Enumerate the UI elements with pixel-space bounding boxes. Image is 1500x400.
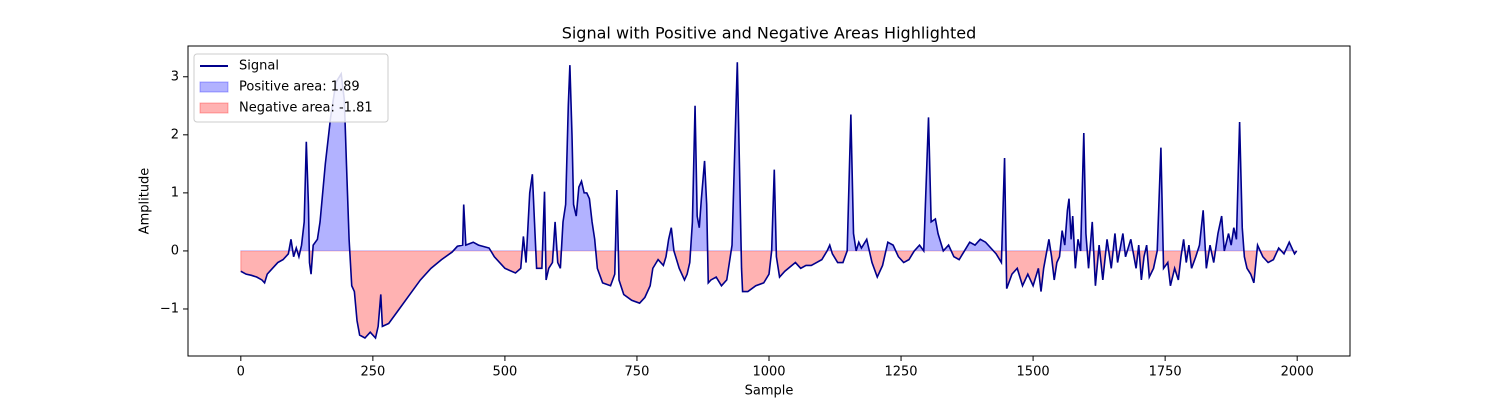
y-tick-label: −1 — [160, 301, 179, 316]
plot-frame — [187, 45, 1351, 357]
legend-box — [193, 53, 389, 123]
signal-line — [240, 62, 1298, 340]
legend-label: Negative area: -1.81 — [239, 101, 373, 116]
x-tick-label: 750 — [625, 365, 650, 380]
y-axis-label: Amplitude — [138, 168, 153, 235]
area-fill — [240, 250, 1298, 340]
x-tick-label: 1000 — [752, 365, 785, 380]
x-tick-label: 1500 — [1017, 365, 1050, 380]
x-tick-label: 1250 — [884, 365, 917, 380]
y-tick-label: 0 — [171, 243, 179, 258]
legend-patch — [199, 81, 229, 93]
y-tick-label: 2 — [171, 127, 179, 142]
x-tick-label: 500 — [492, 365, 517, 380]
legend-label: Signal — [239, 59, 279, 74]
legend-label: Positive area: 1.89 — [239, 80, 360, 95]
y-tick-label: 1 — [171, 185, 179, 200]
x-tick-label: 250 — [360, 365, 385, 380]
x-tick-label: 0 — [237, 365, 245, 380]
x-tick-label: 1750 — [1149, 365, 1182, 380]
chart-title: Signal with Positive and Negative Areas … — [562, 24, 977, 43]
y-tick-label: 3 — [171, 69, 179, 84]
area-fill — [240, 62, 1298, 251]
legend-patch — [199, 102, 229, 114]
x-axis-label: Sample — [745, 384, 794, 399]
x-tick-label: 2000 — [1281, 365, 1314, 380]
